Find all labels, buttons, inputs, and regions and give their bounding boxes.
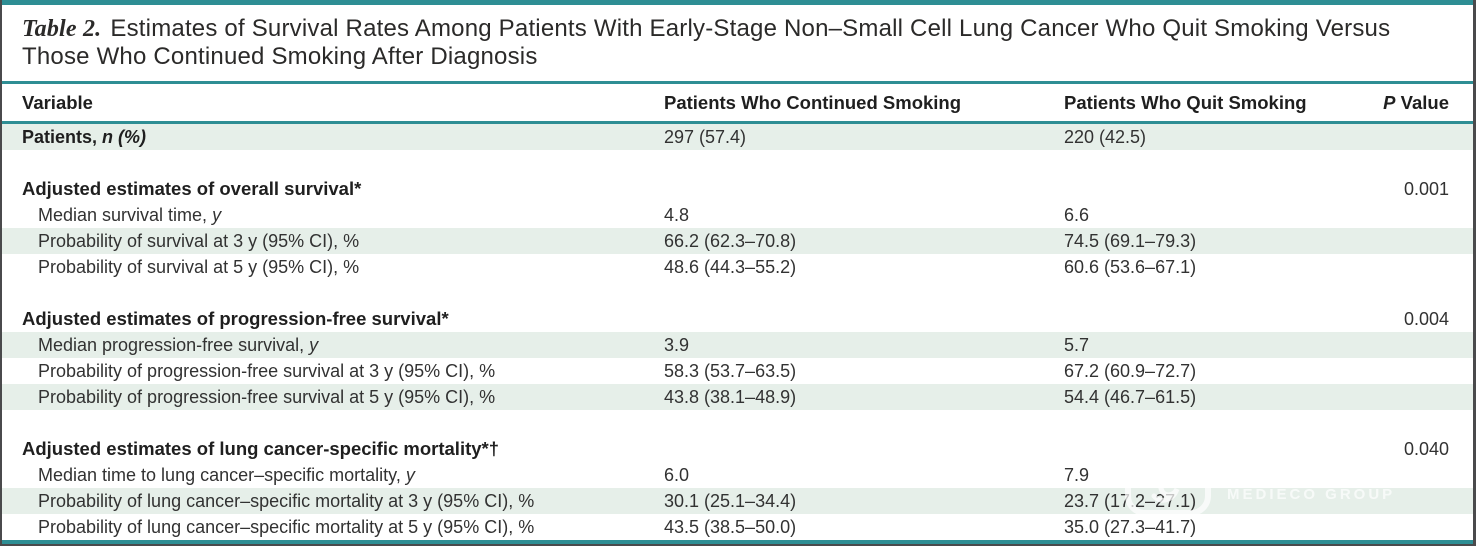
p-value: 0.001 xyxy=(1403,178,1449,199)
table-row: Probability of lung cancer–specific mort… xyxy=(2,488,1473,514)
col-header-continued-smoking: Patients Who Continued Smoking xyxy=(664,91,962,113)
table-row: Median time to lung cancer–specific mort… xyxy=(38,464,1090,485)
table-row: Median progression-free survival, y 3.9 … xyxy=(2,332,1473,358)
top-rule xyxy=(2,0,1473,5)
p-value: 0.040 xyxy=(1403,438,1449,459)
table-row: Median survival time, y 4.8 6.6 xyxy=(38,204,1090,225)
table-row: Probability of lung cancer–specific mort… xyxy=(38,516,1197,537)
section-row: Adjusted estimates of lung cancer-specif… xyxy=(22,438,1449,459)
table-row: Probability of progression-free survival… xyxy=(2,384,1473,410)
col-header-p-value: P Value xyxy=(1383,91,1449,113)
section-row: Adjusted estimates of overall survival* … xyxy=(22,178,1449,199)
table-title: Table 2. Estimates of Survival Rates Amon… xyxy=(2,5,1473,81)
table-number: Table 2. xyxy=(22,16,102,42)
column-header-row: Variable Patients Who Continued Smoking … xyxy=(2,84,1473,121)
bottom-rule xyxy=(2,540,1473,544)
table-caption: Estimates of Survival Rates Among Patien… xyxy=(22,15,1391,70)
col-header-quit-smoking: Patients Who Quit Smoking xyxy=(1064,91,1307,113)
section-row: Adjusted estimates of progression-free s… xyxy=(22,308,1449,329)
spacer-row xyxy=(2,280,1473,306)
col-header-variable: Variable xyxy=(22,91,93,113)
spacer-row xyxy=(2,150,1473,176)
title-rule xyxy=(2,81,1473,84)
spacer-row xyxy=(2,410,1473,436)
table-row: Patients, n (%) 297 (57.4) 220 (42.5) xyxy=(2,124,1473,150)
header-rule xyxy=(2,121,1473,124)
p-value: 0.004 xyxy=(1403,308,1449,329)
table-row: Probability of survival at 5 y (95% CI),… xyxy=(38,256,1197,277)
table-row: Probability of progression-free survival… xyxy=(38,360,1197,381)
table-row: Probability of survival at 3 y (95% CI),… xyxy=(2,228,1473,254)
